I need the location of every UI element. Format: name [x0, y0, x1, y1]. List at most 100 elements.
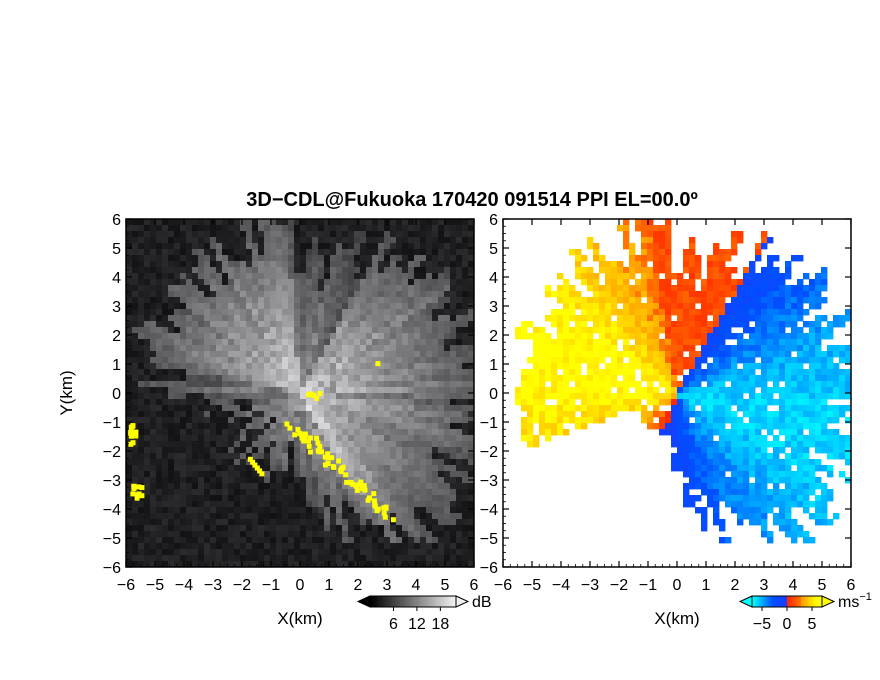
reflectivity-cell [354, 333, 361, 340]
reflectivity-cell [234, 543, 241, 550]
reflectivity-cell [276, 357, 283, 364]
velocity-cell [545, 375, 552, 382]
reflectivity-cell [210, 393, 217, 400]
reflectivity-cell [258, 477, 265, 484]
reflectivity-cell [468, 345, 475, 352]
velocity-cell [755, 519, 762, 526]
reflectivity-cell [234, 345, 241, 352]
flagged-echo [299, 435, 305, 441]
reflectivity-cell [378, 483, 385, 490]
velocity-cell [527, 333, 534, 340]
reflectivity-cell [144, 291, 151, 298]
reflectivity-cell [192, 387, 199, 394]
reflectivity-cell [192, 435, 199, 442]
velocity-cell [581, 405, 588, 412]
reflectivity-cell [216, 273, 223, 280]
velocity-cell [737, 459, 744, 466]
reflectivity-cell [318, 525, 325, 532]
velocity-cell [707, 273, 714, 280]
reflectivity-cell [288, 363, 295, 370]
flagged-echo [317, 444, 323, 449]
velocity-cell [569, 411, 576, 418]
reflectivity-cell [384, 417, 391, 424]
reflectivity-cell [384, 453, 391, 460]
reflectivity-cell [246, 321, 253, 328]
reflectivity-cell [420, 519, 427, 526]
velocity-cell [743, 453, 750, 460]
velocity-cell [713, 381, 720, 388]
reflectivity-cell [354, 219, 361, 226]
reflectivity-cell [150, 495, 157, 502]
velocity-cell [653, 303, 660, 310]
reflectivity-cell [222, 297, 229, 304]
reflectivity-cell [228, 531, 235, 538]
reflectivity-cell [276, 459, 283, 466]
reflectivity-cell [162, 483, 169, 490]
reflectivity-cell [318, 405, 325, 412]
reflectivity-cell [168, 303, 175, 310]
reflectivity-cell [210, 555, 217, 562]
reflectivity-cell [180, 255, 187, 262]
reflectivity-cell [264, 453, 271, 460]
velocity-cell [617, 333, 624, 340]
velocity-cell [647, 273, 654, 280]
reflectivity-cell [240, 465, 247, 472]
reflectivity-cell [390, 555, 397, 562]
reflectivity-cell [330, 261, 337, 268]
velocity-cell [623, 237, 630, 244]
reflectivity-cell [342, 513, 349, 520]
velocity-cell [731, 501, 738, 508]
reflectivity-cell [450, 471, 457, 478]
reflectivity-cell [222, 243, 229, 250]
reflectivity-cell [186, 303, 193, 310]
reflectivity-cell [324, 495, 331, 502]
reflectivity-cell [138, 411, 145, 418]
reflectivity-cell [408, 243, 415, 250]
flagged-echo [319, 449, 325, 455]
reflectivity-cell [324, 351, 331, 358]
velocity-cell [695, 507, 702, 514]
velocity-cell [725, 363, 732, 370]
reflectivity-cell [240, 261, 247, 268]
reflectivity-cell [258, 387, 265, 394]
reflectivity-cell [264, 219, 271, 226]
velocity-cell [563, 309, 570, 316]
reflectivity-cell [222, 219, 229, 226]
x-tick-label: 1 [325, 577, 334, 594]
reflectivity-colorbar-swatch [376, 596, 379, 607]
reflectivity-cell [252, 303, 259, 310]
velocity-cell [659, 411, 666, 418]
velocity-cell [623, 273, 630, 280]
reflectivity-cell [336, 543, 343, 550]
reflectivity-cell [162, 375, 169, 382]
reflectivity-cell [186, 381, 193, 388]
velocity-cell [689, 387, 696, 394]
reflectivity-cell [342, 249, 349, 256]
reflectivity-cell [222, 459, 229, 466]
velocity-cell [731, 393, 738, 400]
reflectivity-cell [222, 447, 229, 454]
reflectivity-cell [294, 357, 301, 364]
reflectivity-cell [372, 381, 379, 388]
reflectivity-cell [198, 531, 205, 538]
reflectivity-cell [330, 489, 337, 496]
velocity-cell [569, 345, 576, 352]
reflectivity-cell [252, 549, 259, 556]
reflectivity-cell [210, 249, 217, 256]
velocity-cell [761, 363, 768, 370]
reflectivity-cell [324, 507, 331, 514]
reflectivity-cell [306, 453, 313, 460]
reflectivity-cell [402, 459, 409, 466]
reflectivity-cell [186, 411, 193, 418]
reflectivity-cell [426, 519, 433, 526]
velocity-cell [707, 303, 714, 310]
reflectivity-cell [468, 381, 475, 388]
reflectivity-cell [390, 447, 397, 454]
reflectivity-cell [366, 357, 373, 364]
reflectivity-cell [132, 543, 139, 550]
velocity-cell [761, 447, 768, 454]
reflectivity-cell [444, 381, 451, 388]
velocity-cell [707, 351, 714, 358]
velocity-cell [581, 279, 588, 286]
velocity-cell [611, 291, 618, 298]
